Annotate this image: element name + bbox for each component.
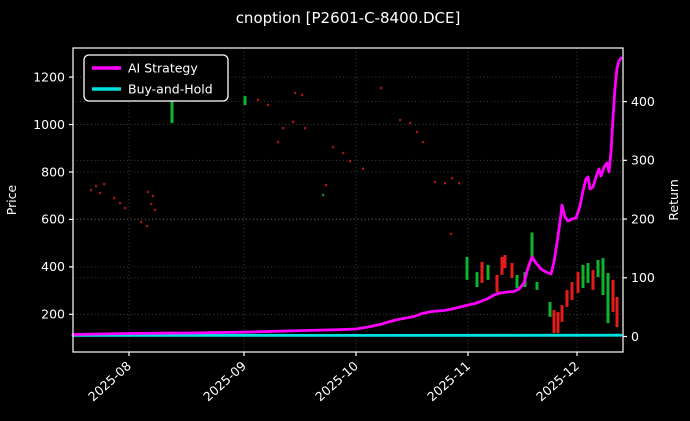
price-dot [152, 194, 155, 198]
return-tick-label: 100 [631, 270, 655, 285]
candlestick-up [586, 263, 590, 283]
plot-border [72, 47, 624, 353]
price-dot [124, 206, 127, 210]
candlestick-up [465, 256, 469, 280]
candlestick-down [510, 263, 514, 279]
candlestick-up [243, 96, 247, 106]
ai-strategy-line [71, 56, 623, 336]
candlestick-down [570, 282, 574, 301]
candlestick-down [576, 272, 580, 293]
chart-title: cnoption [P2601-C-8400.DCE] [236, 9, 461, 27]
date-tick-label: 2025-10 [312, 358, 361, 404]
price-dot [349, 159, 352, 163]
price-dot [301, 93, 304, 97]
candlestick-down [560, 305, 564, 322]
candlestick-up [601, 258, 605, 296]
candlestick-down [480, 261, 484, 283]
return-tick-label: 200 [631, 211, 655, 226]
price-dot [257, 98, 260, 102]
price-dot [140, 220, 143, 224]
price-dot [267, 103, 270, 107]
price-tick-label: 400 [41, 259, 65, 274]
price-tick-label: 1000 [33, 117, 65, 132]
price-dot [154, 208, 157, 212]
candlestick-down [500, 256, 504, 275]
price-dot [113, 196, 116, 200]
price-dot [304, 126, 307, 130]
price-dot [409, 121, 412, 125]
price-dot [342, 151, 345, 155]
candlestick-up [548, 301, 552, 317]
price-tick-label: 800 [41, 164, 65, 179]
candlestick-up [475, 272, 479, 288]
price-dot [292, 120, 295, 124]
candlestick-up [606, 273, 610, 324]
candlestick-up [515, 274, 519, 288]
candlestick-down [591, 269, 595, 290]
price-axis-label: Price [4, 184, 19, 215]
price-dot [451, 176, 454, 180]
price-dot [458, 181, 461, 185]
candlestick-up [581, 264, 585, 288]
price-dot [90, 188, 93, 192]
return-tick-label: 400 [631, 94, 655, 109]
price-tick-label: 1200 [33, 69, 65, 84]
candlestick-down [556, 311, 560, 334]
candlestick-up [596, 259, 600, 278]
date-tick-label: 2025-09 [200, 358, 249, 404]
candlestick-up [535, 282, 539, 290]
return-tick-label: 0 [631, 329, 639, 344]
price-dot [294, 91, 297, 95]
price-dot [147, 190, 150, 194]
price-tick-label: 200 [41, 307, 65, 322]
price-dot [99, 191, 102, 195]
candlestick-up [170, 97, 174, 124]
candlestick-down [503, 255, 507, 269]
price-dot [322, 193, 325, 197]
price-dot [444, 181, 447, 185]
price-dot [150, 202, 153, 206]
legend: AI Strategy Buy-and-Hold [83, 54, 229, 102]
price-dot [119, 201, 122, 205]
candlestick-up [486, 264, 490, 280]
date-tick-label: 2025-11 [424, 358, 473, 404]
legend-label-buy-and-hold: Buy-and-Hold [128, 82, 213, 97]
candlestick-down [565, 289, 569, 307]
price-dot [146, 224, 149, 228]
candlestick-up [530, 232, 534, 258]
date-tick-label: 2025-12 [533, 358, 582, 404]
return-axis-label: Return [666, 179, 681, 220]
price-dot [362, 167, 365, 171]
legend-label-ai-strategy: AI Strategy [128, 61, 198, 76]
price-dot [325, 183, 328, 187]
price-dot [380, 86, 383, 90]
date-tick-label: 2025-08 [85, 358, 134, 404]
candlestick-down [615, 296, 619, 328]
candlestick-down [611, 279, 615, 312]
return-tick-label: 300 [631, 153, 655, 168]
candlestick-down [552, 310, 556, 334]
price-dot [277, 140, 280, 144]
price-dot [399, 118, 402, 122]
price-dot [422, 140, 425, 144]
price-dot [282, 126, 285, 130]
candlestick-down [495, 274, 499, 293]
price-dot [416, 130, 419, 134]
price-dot [450, 232, 453, 236]
price-dot [95, 184, 98, 188]
price-dot [434, 180, 437, 184]
price-dot [332, 145, 335, 149]
price-tick-label: 600 [41, 212, 65, 227]
price-dot [103, 182, 106, 186]
